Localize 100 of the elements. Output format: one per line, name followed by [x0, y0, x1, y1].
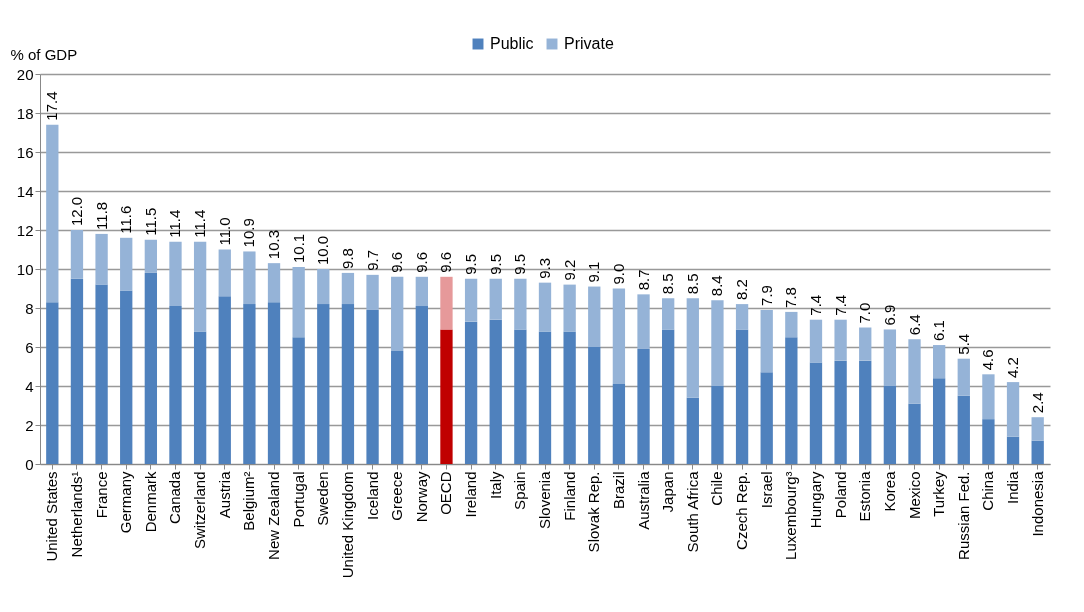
y-tick-label: 14 — [16, 182, 34, 200]
total-label: 9.6 — [388, 251, 406, 273]
bar — [785, 311, 798, 338]
bar — [144, 239, 158, 273]
bar — [612, 384, 626, 464]
bar — [1031, 440, 1044, 464]
bar — [809, 362, 823, 464]
bar — [662, 298, 675, 330]
total-label: 9.3 — [536, 257, 553, 279]
total-label: 2.4 — [1028, 392, 1046, 414]
total-label: 10.9 — [240, 218, 258, 248]
x-tick-label: Austria — [215, 470, 233, 519]
x-tick-label: Japan — [659, 471, 677, 513]
x-tick-label: Australia — [634, 470, 652, 530]
x-tick-label: Ireland — [462, 471, 480, 518]
total-label: 11.5 — [141, 207, 159, 236]
total-label: 9.8 — [338, 248, 356, 269]
total-label: 8.2 — [733, 279, 751, 301]
x-tick-label: South Africa — [683, 470, 701, 553]
bar — [218, 249, 231, 297]
x-tick-label: Slovenia — [536, 470, 553, 530]
bar — [292, 337, 305, 464]
total-label: 9.5 — [511, 253, 529, 275]
bar — [464, 278, 478, 322]
bar — [120, 290, 133, 464]
bar — [267, 302, 281, 464]
x-tick-label: Brazil — [609, 471, 627, 510]
bar — [46, 302, 59, 464]
bar — [391, 350, 404, 464]
bar — [735, 304, 749, 330]
bar — [46, 124, 59, 303]
y-tick-label: 12 — [16, 221, 34, 239]
x-tick-label: Slovak Rep. — [585, 471, 603, 553]
y-tick-label: 2 — [25, 416, 34, 434]
y-tick-label: 6 — [25, 338, 34, 356]
total-label: 7.4 — [831, 294, 849, 316]
bar — [243, 304, 256, 464]
bar — [415, 306, 428, 464]
bar — [415, 276, 428, 307]
x-tick-label: Chile — [708, 471, 726, 506]
bar — [341, 272, 355, 305]
x-tick-label: Germany — [117, 471, 135, 534]
total-label: 10.3 — [265, 229, 283, 260]
total-label: 9.1 — [585, 261, 603, 283]
bar — [883, 329, 897, 386]
total-label: 11.8 — [92, 201, 110, 230]
bar — [95, 284, 108, 464]
x-tick-label: Czech Rep. — [733, 471, 751, 550]
x-tick-label: United Kingdom — [338, 471, 356, 579]
bar — [760, 309, 773, 373]
x-tick-label: Sweden — [314, 471, 332, 526]
x-tick-label: New Zealand — [265, 471, 283, 560]
x-tick-label: Iceland — [363, 471, 381, 520]
bar — [317, 304, 330, 464]
bar — [908, 339, 921, 404]
y-tick-label: 8 — [25, 299, 34, 317]
y-tick-label: 4 — [25, 377, 34, 395]
bar — [464, 321, 478, 464]
total-label: 7.8 — [782, 287, 800, 308]
bar — [1031, 417, 1044, 441]
x-tick-label: Estonia — [856, 470, 874, 522]
bar — [440, 329, 453, 464]
total-label: 9.6 — [412, 251, 430, 273]
x-tick-label: Netherlands¹ — [67, 471, 85, 558]
bar — [218, 296, 231, 464]
bar — [95, 233, 108, 285]
total-label: 17.4 — [43, 91, 61, 121]
total-label: 7.4 — [806, 294, 824, 316]
bar — [489, 278, 502, 320]
x-tick-label: France — [92, 471, 110, 519]
bar — [169, 241, 182, 307]
x-tick-label: Indonesia — [1028, 470, 1046, 537]
bar — [612, 288, 626, 385]
bar — [637, 294, 650, 349]
total-label: 9.7 — [363, 249, 381, 271]
y-axis-title: % of GDP — [10, 45, 78, 63]
total-label: 12.0 — [67, 196, 85, 226]
bar — [859, 327, 872, 361]
x-tick-label: Canada — [166, 470, 184, 525]
y-tick-label: 0 — [25, 455, 34, 473]
total-label: 5.4 — [954, 333, 972, 355]
bar — [317, 269, 330, 305]
bar — [588, 347, 601, 464]
bar — [957, 395, 970, 464]
total-label: 6.1 — [930, 320, 948, 342]
total-label: 6.9 — [880, 304, 898, 326]
bar — [440, 276, 453, 330]
total-label: 4.6 — [979, 349, 997, 371]
x-tick-label: United States — [43, 471, 61, 562]
y-tick-label: 16 — [16, 143, 34, 161]
bar — [563, 331, 576, 464]
x-tick-label: Denmark — [141, 471, 159, 533]
total-label: 7.9 — [757, 285, 775, 306]
bar — [391, 276, 404, 351]
x-tick-label: China — [979, 470, 997, 511]
y-tick-label: 20 — [16, 65, 34, 83]
total-label: 11.0 — [215, 217, 233, 246]
bar — [243, 251, 256, 305]
bar — [169, 306, 182, 464]
x-tick-label: Russian Fed. — [954, 471, 972, 560]
